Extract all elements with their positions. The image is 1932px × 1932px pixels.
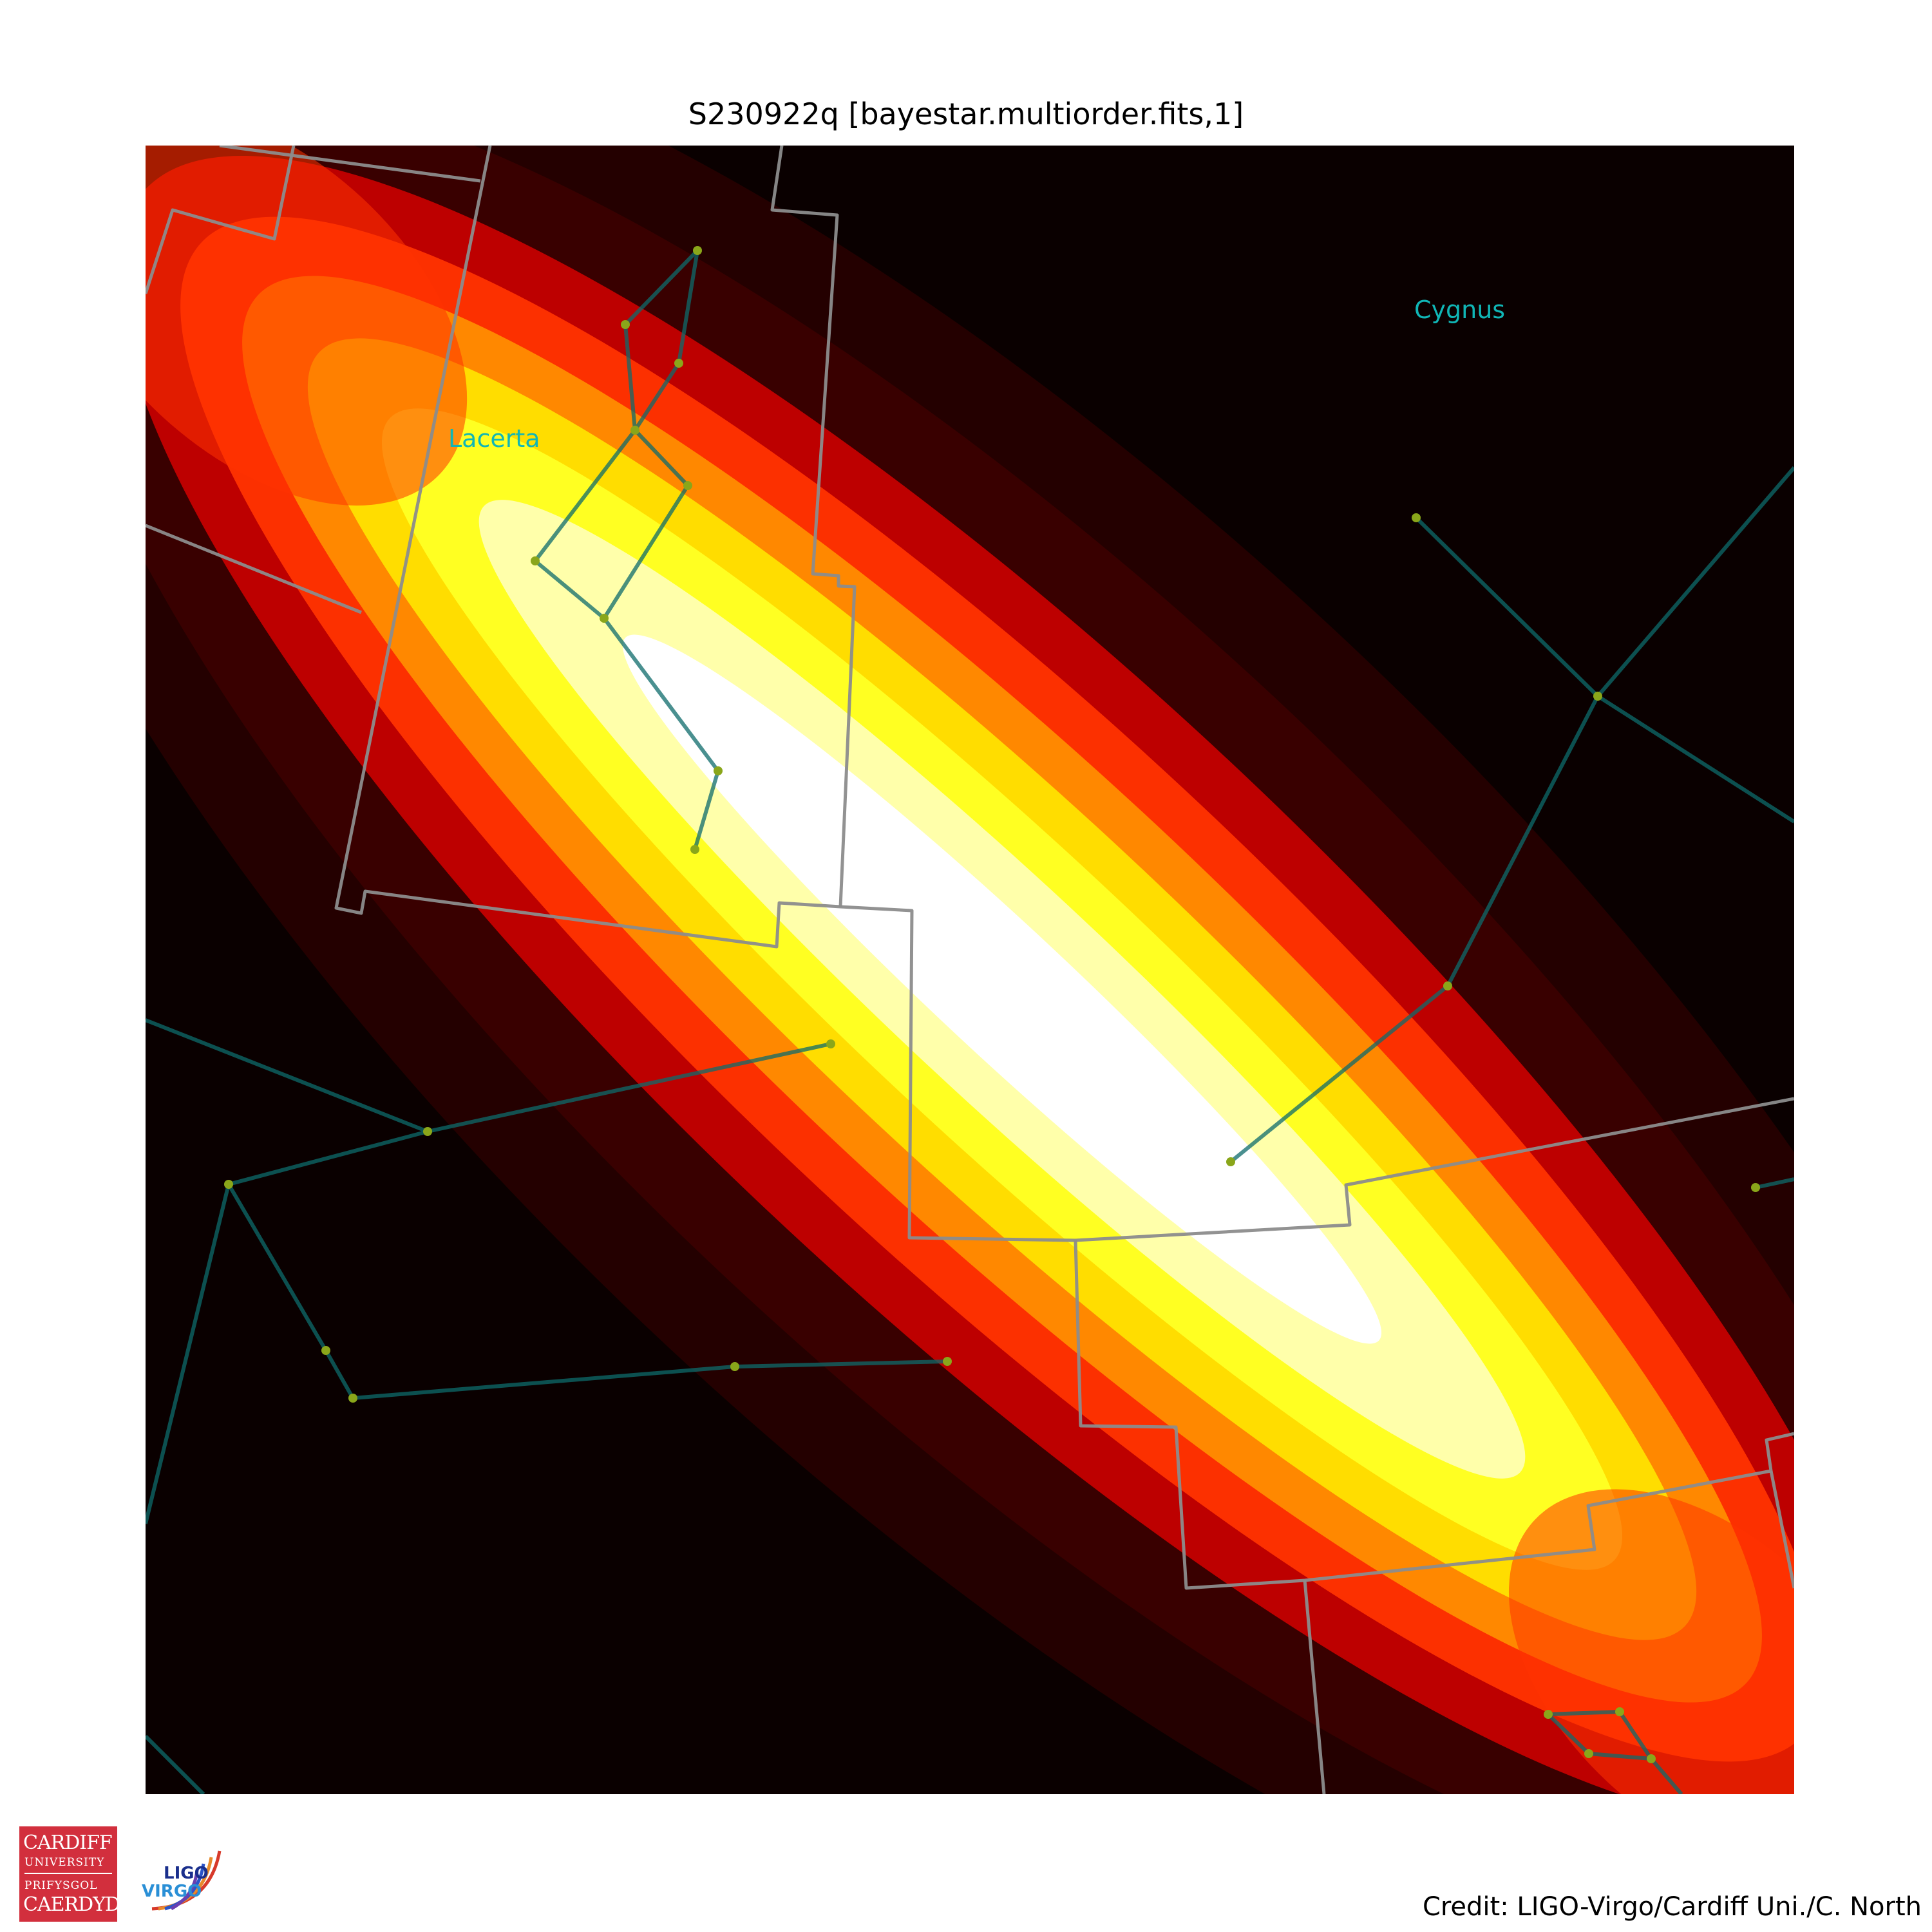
constellation-figure-line-13 [1649, 1757, 1683, 1794]
probability-tail-lower [1508, 1489, 1794, 1794]
cardiff-logo-text-4: CAERDYD [23, 1893, 120, 1916]
star-point [224, 1180, 233, 1189]
star-point [1751, 1183, 1760, 1192]
star-point [1593, 692, 1602, 701]
cardiff-university-logo: CARDIFF UNIVERSITY PRIFYSGOL CAERDYD [19, 1826, 120, 1922]
credit-text: Credit: LIGO-Virgo/Cardiff Uni./C. North [1422, 1892, 1922, 1922]
star-point [943, 1357, 952, 1366]
star-point [693, 246, 702, 255]
cardiff-logo-text-2: UNIVERSITY [24, 1856, 105, 1869]
star-point [621, 320, 630, 329]
star-point [674, 359, 683, 368]
star-point [423, 1127, 432, 1136]
constellation-boundaries [146, 146, 1794, 1794]
constellation-figure-line-11 [1755, 1177, 1794, 1189]
virgo-text: VIRGO [142, 1882, 202, 1901]
probability-contour-9 [622, 634, 1382, 1344]
sky-probability-map: Lacerta Cygnus [146, 146, 1794, 1794]
cardiff-logo-text-1: CARDIFF [23, 1832, 113, 1854]
star-point [630, 426, 639, 435]
star-point [1443, 981, 1452, 990]
boundary-line-1 [146, 146, 296, 294]
boundary-line-5 [770, 146, 857, 907]
boundary-line-7 [1303, 1580, 1326, 1794]
star-point [1544, 1710, 1553, 1719]
star-point [1226, 1157, 1235, 1166]
star-point [1584, 1749, 1593, 1758]
constellation-stars [224, 246, 1760, 1763]
cardiff-logo-text-3: PRIFYSGOL [24, 1879, 98, 1892]
star-point [1615, 1707, 1624, 1716]
star-point [683, 481, 692, 490]
boundary-line-6 [1074, 1240, 1794, 1590]
star-point [730, 1362, 739, 1371]
star-point [348, 1394, 357, 1403]
ligo-virgo-logo: LIGO VIRGO [139, 1844, 236, 1915]
constellation-figure-line-5 [1596, 694, 1794, 824]
star-point [1412, 513, 1421, 522]
boundary-line-2 [219, 146, 481, 183]
probability-tail-upper [146, 146, 468, 506]
star-point [1647, 1754, 1656, 1763]
constellation-figure-line-10 [146, 1734, 205, 1794]
star-point [714, 766, 723, 775]
probability-heatmap [146, 146, 1794, 1794]
constellation-label-cygnus: Cygnus [1414, 296, 1505, 324]
boundary-line-8 [1769, 1470, 1794, 1589]
cardiff-logo-divider [24, 1873, 112, 1874]
chart-title: S230922q [bayestar.multiorder.fits,1] [688, 97, 1244, 131]
star-point [600, 614, 609, 623]
constellation-label-lacerta: Lacerta [448, 424, 540, 453]
star-point [690, 845, 699, 854]
star-point [826, 1039, 835, 1048]
star-point [531, 556, 540, 565]
star-point [321, 1346, 330, 1355]
ligo-arcs-icon [151, 1850, 222, 1911]
boundary-line-3 [146, 524, 362, 614]
ligo-text: LIGO [164, 1864, 209, 1883]
